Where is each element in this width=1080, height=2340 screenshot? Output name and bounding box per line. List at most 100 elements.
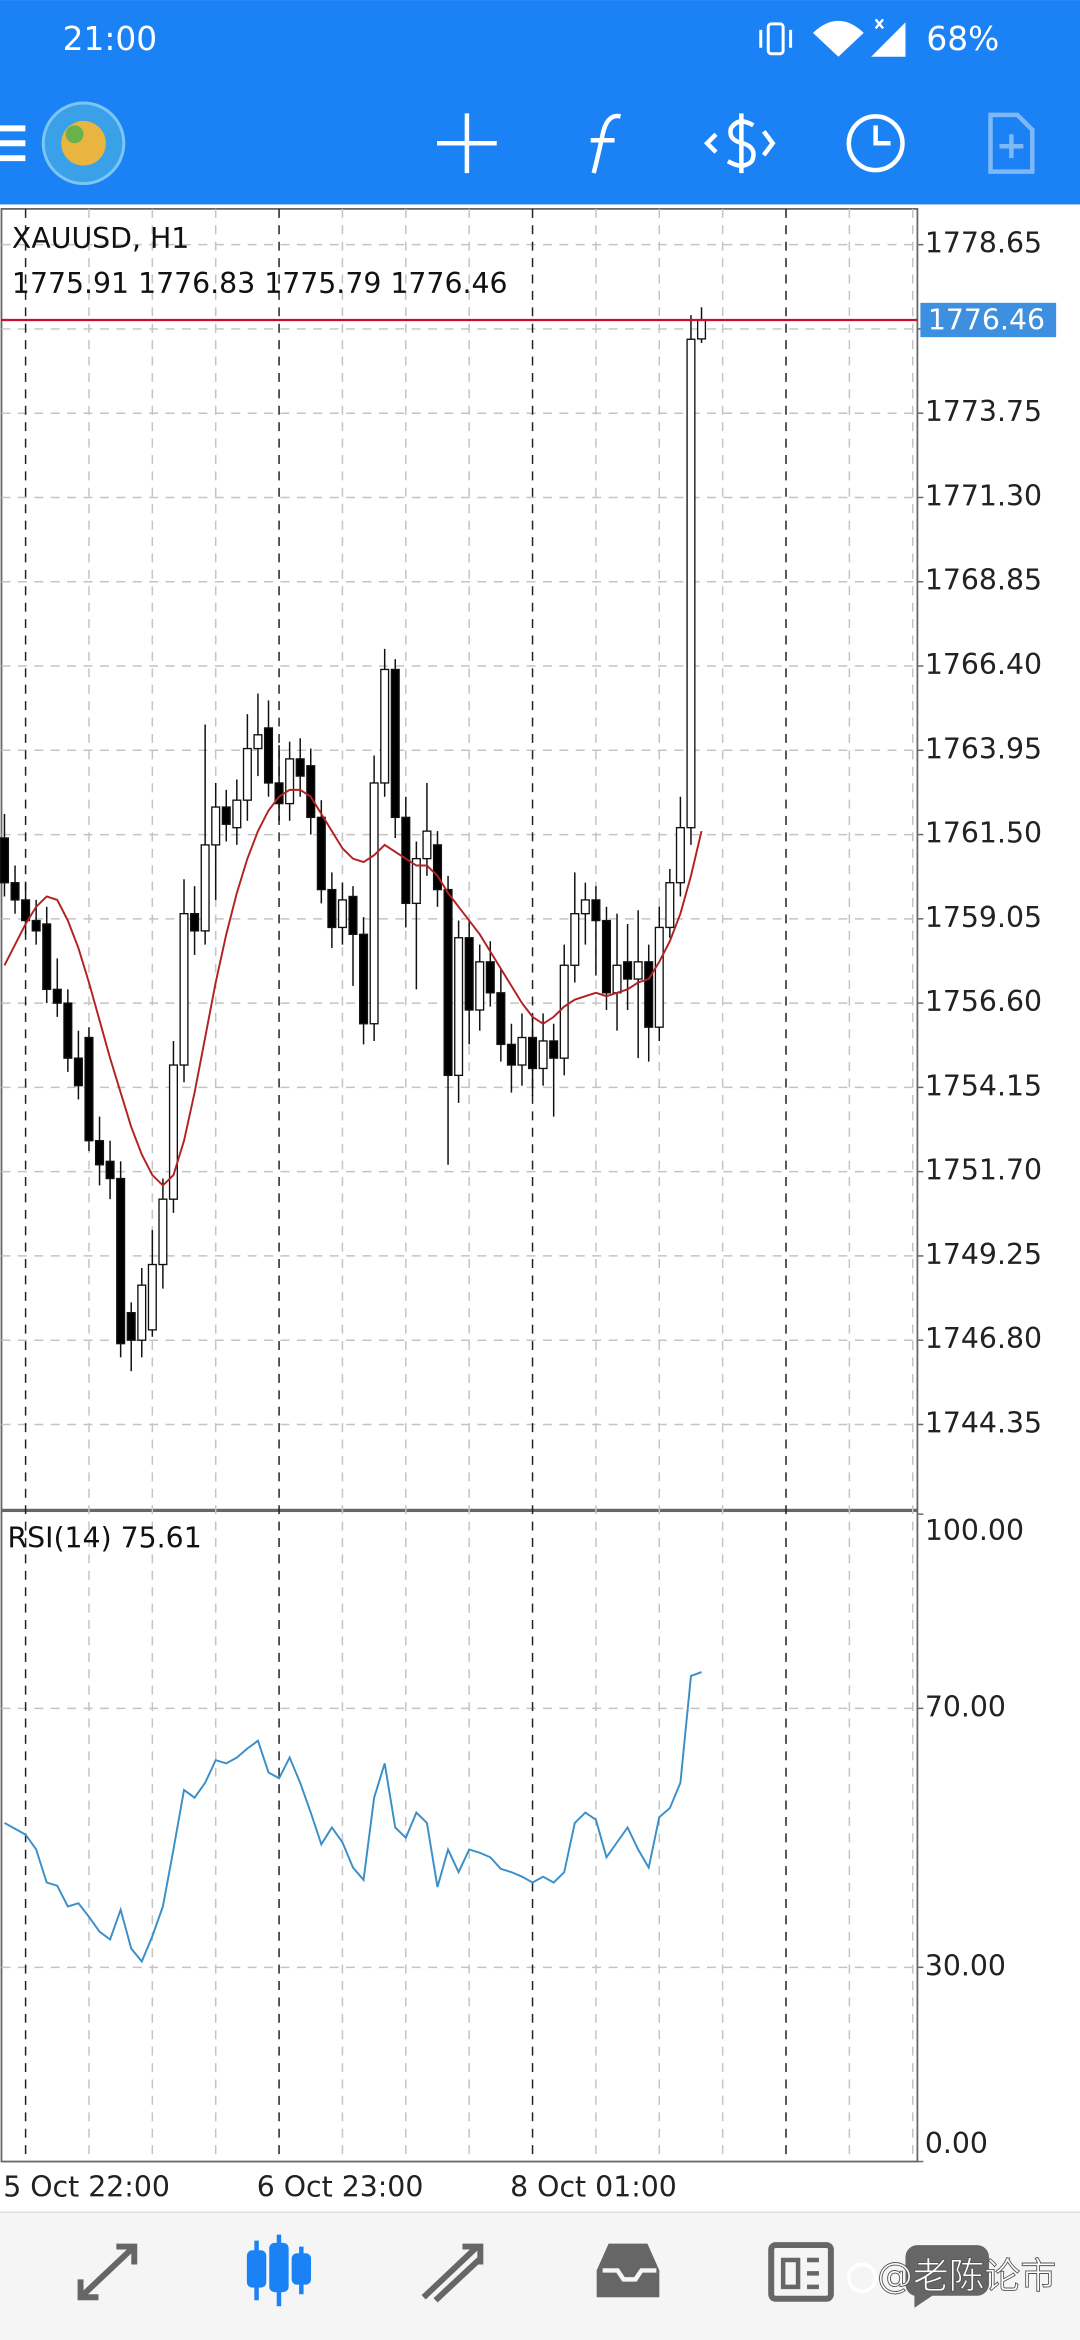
candle-body [190,913,200,932]
news-icon [768,2242,834,2302]
toolbar [0,101,1035,186]
chart-tab[interactable] [246,2234,312,2307]
trade-button[interactable] [703,113,776,174]
chart-icon-body [291,2253,312,2285]
app-header [0,0,1080,205]
menu-button[interactable] [0,125,26,162]
news-tab[interactable] [768,2242,834,2302]
watermark: @老陈论市 [877,2256,1056,2297]
history-button[interactable] [846,114,905,173]
account-logo-inner [61,120,106,166]
candle-body [496,992,506,1046]
rsi-label: RSI(14) 75.61 [7,1521,201,1554]
ohlc-label: 1775.91 1776.83 1775.79 1776.46 [12,267,508,300]
chat-tab[interactable] [905,2245,990,2308]
arrows-icon [703,129,776,157]
candle-body [654,926,664,1028]
candle-body [475,961,485,1011]
candle-body [327,888,337,929]
candle-body [623,961,633,980]
candle-body [337,899,347,929]
history-tab[interactable] [596,2243,660,2298]
indicators-button[interactable] [590,113,622,174]
price-tag-label: 1776.46 [928,303,1045,336]
y-tick-label: 1766.40 [925,648,1042,681]
price-tag-box [920,302,1057,338]
trade-icon [421,2243,484,2303]
candle-body [696,319,707,340]
candle-body [411,857,421,905]
y-tick-label: 30.00 [925,1949,1006,1982]
vibrate-icon [766,22,785,56]
candle-body [549,1040,559,1059]
candle-body [10,882,20,901]
plot-layer: 1778.651776.201773.751771.301768.851766.… [0,208,1042,2203]
y-tick-label: 1744.35 [925,1406,1042,1439]
x-tick-label: 8 Oct 01:00 [510,2170,677,2203]
y-tick-label: 100.00 [925,1514,1024,1547]
chart-icon-body [269,2242,289,2293]
battery-level: 68% [926,20,999,58]
candle-body [211,806,221,846]
candle-body [580,899,590,915]
candle-body [179,913,189,1066]
candle-body [31,919,41,932]
candle-body [137,1284,147,1341]
candle-body [422,830,432,860]
crosshair-button[interactable] [437,113,497,174]
candle-body [116,1177,126,1345]
moving-average-line [3,788,703,1187]
candle-body [285,758,295,805]
rsi-line [4,1671,702,1964]
dollar-icon [726,113,756,174]
y-tick-label: 1746.80 [925,1322,1042,1355]
candle-body [517,1036,527,1066]
news-icon-lines [780,2257,819,2290]
candle-body [644,961,654,1028]
quotes-icon [77,2243,138,2301]
candle-body [570,913,580,966]
candle-body [232,799,242,829]
candle-body [126,1312,136,1341]
candle-body [52,988,62,1004]
candle-body [559,964,569,1059]
candle-body [263,727,274,784]
candle-body [73,1057,83,1087]
candle-body [242,747,252,801]
y-tick-label: 1751.70 [925,1154,1042,1187]
candle-body [63,1002,73,1059]
candle-body [295,758,305,777]
template-button[interactable] [988,112,1035,174]
candle-body [253,734,263,750]
candle-body [348,895,358,935]
candle-body [168,1064,179,1200]
candle-body [454,937,464,1077]
account-logo-dot [65,125,84,144]
price-tag: 1776.46 [920,302,1057,338]
trade-tab[interactable] [421,2243,484,2303]
symbol-label: XAUUSD, H1 [12,222,189,255]
candle-body [633,961,643,980]
candle-body [485,961,495,994]
signal-x [874,18,885,30]
x-tick-label: 6 Oct 23:00 [257,2170,424,2203]
candle-body [601,919,612,994]
candle-body [591,899,601,922]
chart-icon-body [246,2250,267,2288]
clock-icon [846,114,905,173]
rsi-panel[interactable] [0,1510,919,2163]
quotes-tab[interactable] [77,2243,138,2301]
y-tick-label: 0.00 [925,2127,988,2160]
candle-body [21,899,31,922]
candle-body [221,806,231,825]
bottom-nav [0,2212,1080,2340]
candle-body [443,888,453,1077]
y-tick-label: 1771.30 [925,479,1042,512]
y-tick-label: 1768.85 [925,564,1042,597]
y-tick-label: 1759.05 [925,901,1042,934]
candle-body [506,1043,516,1066]
y-tick-label: 1749.25 [925,1238,1042,1271]
doc-icon [988,112,1035,174]
